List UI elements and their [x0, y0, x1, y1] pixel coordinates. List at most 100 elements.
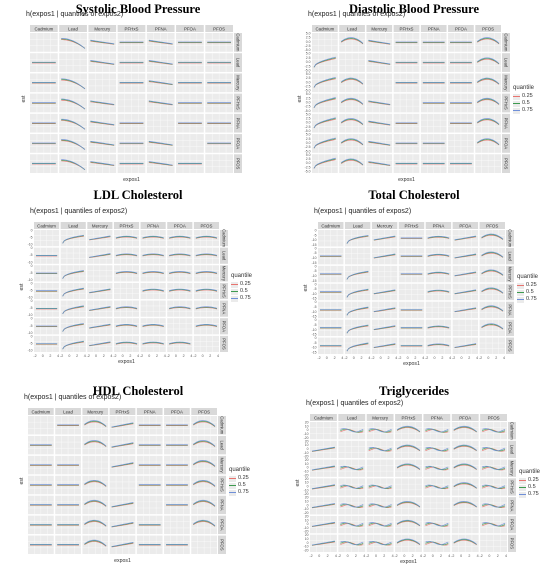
row-strip-label: Lead: [507, 251, 512, 261]
x-tick-label: 4: [476, 356, 478, 360]
row-strip: [506, 319, 514, 337]
series-line-q0.25: [84, 441, 107, 447]
column-strip-label: PFNA: [433, 223, 445, 228]
x-tick-label: 2: [468, 356, 470, 360]
row-strip: [506, 230, 514, 247]
series-line-q0.75: [427, 235, 450, 239]
series-line-q0.5: [115, 342, 138, 345]
series-line-q0.75: [169, 288, 191, 291]
x-tick-label: 4: [448, 554, 450, 558]
row-strip: [220, 300, 228, 317]
x-tick-label: -2: [309, 554, 312, 558]
series-line-q0.75: [62, 287, 84, 297]
column-strip-label: PFOS: [213, 26, 225, 31]
row-strip-label: PFNA: [235, 118, 240, 129]
facet-grid: Cadmium Lead Mercury PFHxS PFNA PFOA PFOS Cadmi…: [297, 25, 510, 182]
x-tick-label: 0: [326, 356, 328, 360]
y-tick-label: -10: [28, 260, 33, 264]
y-tick-label: 10: [305, 518, 309, 522]
column-strip: [28, 408, 54, 415]
column-strip: [55, 408, 81, 415]
x-tick-label: 2: [441, 356, 443, 360]
series-line-q0.5: [195, 306, 218, 309]
y-tick-label: -10: [304, 507, 309, 511]
y-tick-label: 0.0: [306, 60, 311, 64]
series-line-q0.25: [368, 485, 392, 490]
series-line-q0.5: [481, 252, 504, 258]
series-line-q0.25: [195, 254, 218, 257]
series-line-q0.25: [341, 38, 364, 45]
series-line-q0.75: [340, 465, 364, 470]
series-line-q0.5: [341, 37, 364, 44]
column-strip-label: PFOS: [486, 223, 498, 228]
y-tick-label: -10: [28, 331, 33, 335]
column-strip-label: Mercury: [92, 223, 109, 228]
series-line-q0.75: [453, 482, 477, 489]
series-line-q0.75: [368, 60, 391, 65]
column-strip: [205, 25, 233, 32]
column-strip-label: Lead: [68, 223, 78, 228]
series-line-q0.5: [477, 98, 500, 105]
series-line-q0.25: [195, 272, 218, 275]
series-line-q0.5: [193, 500, 216, 507]
series-line-q0.75: [90, 39, 115, 45]
row-strip-label: Mercury: [235, 75, 240, 91]
y-tick-label: 0: [307, 485, 309, 489]
row-strip-label: Lead: [503, 58, 508, 68]
x-tick-label: 2: [209, 354, 211, 358]
series-line-q0.5: [341, 159, 364, 166]
y-tick-label: -2.5: [305, 145, 311, 149]
row-strip-label: PFOA: [235, 138, 240, 150]
series-line-q0.25: [142, 289, 164, 292]
chart-title: LDL Cholesterol: [93, 188, 183, 202]
series-line-q0.25: [396, 539, 421, 546]
series-line-q0.75: [368, 39, 391, 45]
y-tick-label: -5: [313, 269, 316, 273]
series-line-q0.25: [84, 501, 107, 507]
y-tick-label: -10: [304, 432, 309, 436]
series-line-q0.25: [396, 464, 421, 470]
y-tick-label: 0: [315, 246, 317, 250]
series-line-q0.75: [142, 271, 164, 274]
series-line-q0.5: [368, 522, 392, 527]
series-line-q0.75: [61, 159, 86, 171]
series-line-q0.75: [482, 522, 506, 527]
row-strip: [220, 318, 228, 335]
legend-item: 0.75: [519, 491, 540, 498]
x-tick-label: 4: [449, 356, 451, 360]
series-line-q0.75: [453, 538, 477, 545]
legend-item: 0.75: [231, 295, 252, 302]
column-strip-label: PFNA: [155, 26, 167, 31]
series-line-q0.75: [61, 37, 86, 49]
series-line-q0.5: [169, 236, 191, 239]
facet-grid: Cadmium Lead Mercury PFHxS PFNA PFOA PFOS Cadmi…: [19, 222, 228, 365]
column-strip-label: PFHxS: [125, 26, 139, 31]
series-line-q0.5: [396, 445, 421, 451]
legend-title: quantile: [513, 85, 535, 91]
series-line-q0.5: [195, 253, 218, 257]
series-line-q0.25: [169, 272, 191, 275]
column-strip-label: PFOA: [174, 223, 186, 228]
y-tick-label: 0: [307, 541, 309, 545]
series-line-q0.75: [169, 235, 191, 239]
column-strip: [393, 25, 420, 32]
legend-item: 0.5: [519, 484, 540, 491]
row-strip: [508, 459, 516, 477]
series-line-q0.25: [425, 448, 449, 452]
row-strip-label: Lead: [235, 58, 240, 68]
series-line-q0.75: [341, 97, 364, 105]
x-tick-label: 0: [318, 554, 320, 558]
row-strip-label: Cadmium: [509, 422, 514, 440]
x-tick-label: 2: [183, 354, 185, 358]
series-line-q0.75: [427, 253, 450, 257]
column-strip: [136, 408, 163, 415]
y-tick-label: -10: [312, 310, 317, 314]
y-tick-label: -20: [304, 549, 309, 553]
series-line-q0.25: [427, 254, 450, 257]
series-line-q0.25: [396, 521, 421, 527]
y-tick-label: -20: [304, 436, 309, 440]
x-axis-title: expos1: [123, 177, 140, 182]
series-line-q0.75: [453, 501, 477, 507]
column-strip-label: Lead: [347, 415, 357, 420]
series-line-q0.75: [346, 324, 369, 334]
